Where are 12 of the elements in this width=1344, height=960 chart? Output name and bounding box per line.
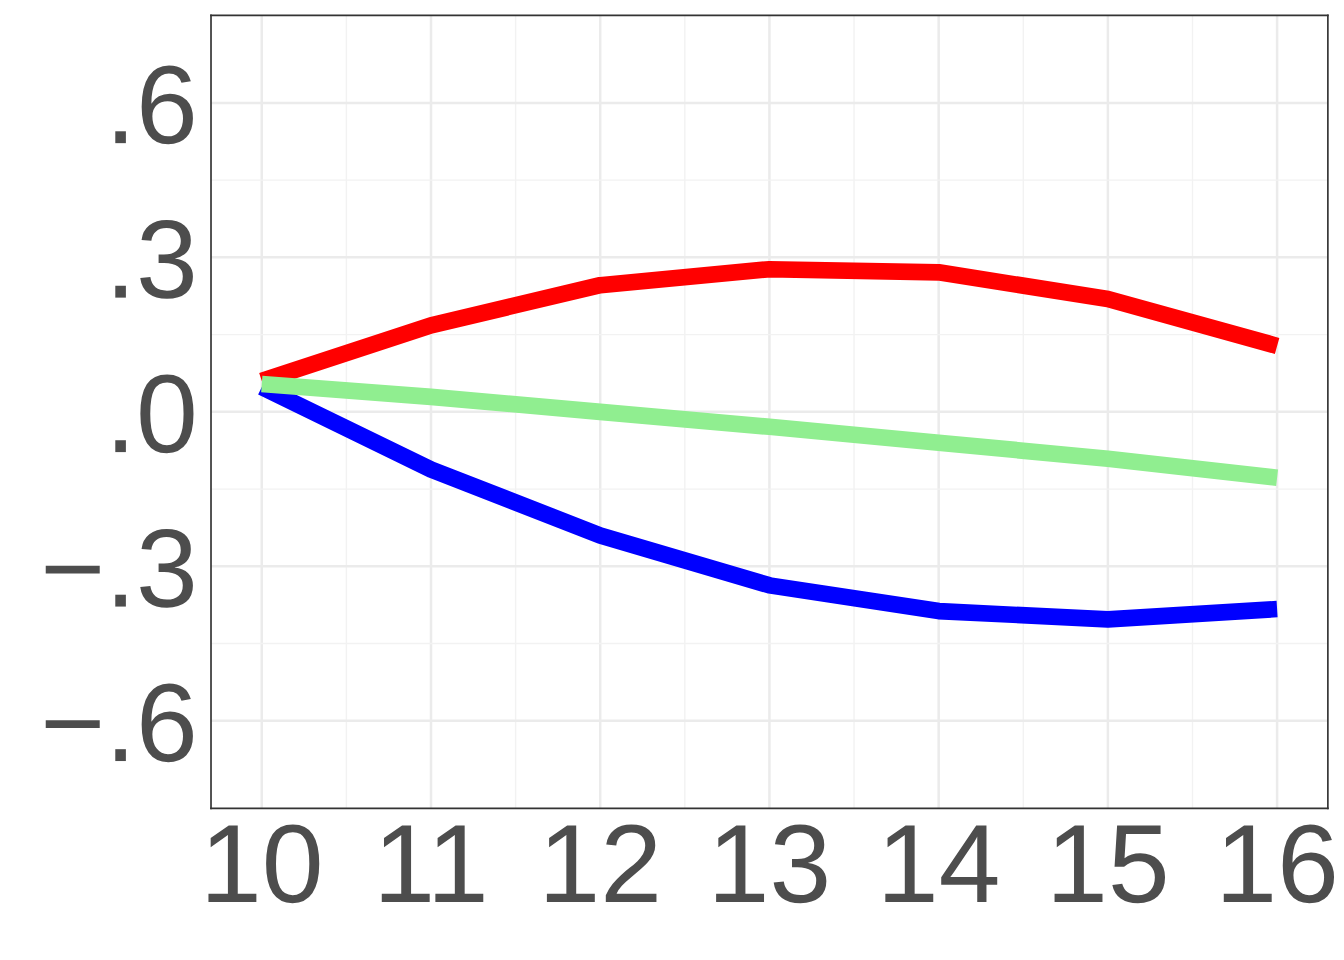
- y-tick-label: .0: [115, 374, 194, 454]
- x-tick-label: 12: [546, 824, 657, 903]
- x-tick-label: 15: [1054, 825, 1166, 904]
- x-tick-label: 13: [716, 824, 827, 904]
- x-tick-label: 11: [381, 825, 484, 903]
- x-tick-label: 16: [1223, 824, 1335, 904]
- y-tick-label: −.3: [45, 528, 193, 608]
- y-tick-label: .6: [115, 65, 193, 145]
- x-tick-label: 10: [208, 824, 320, 904]
- y-tick-label: −.6: [45, 683, 193, 763]
- y-tick-label: .3: [115, 220, 193, 299]
- x-tick-label: 14: [885, 825, 998, 903]
